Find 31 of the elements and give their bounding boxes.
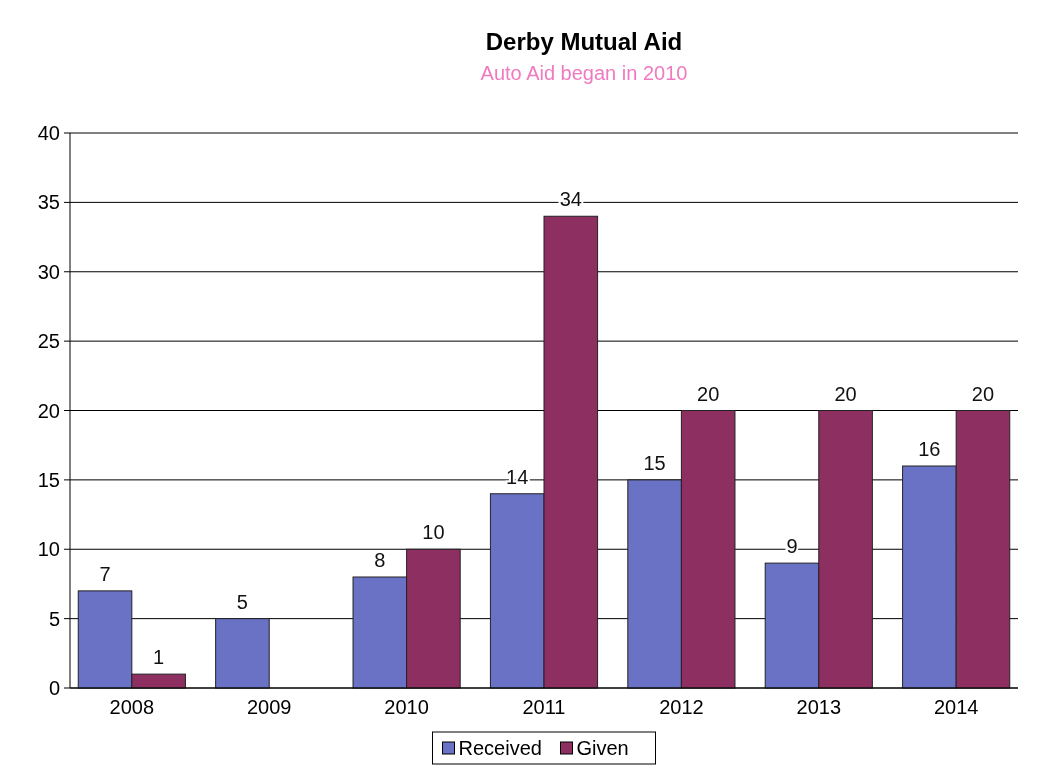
y-tick-label: 0 — [48, 677, 60, 699]
data-label: 20 — [834, 382, 857, 405]
x-tick-label: 2011 — [522, 696, 566, 718]
data-label: 15 — [643, 451, 666, 474]
chart-title: Derby Mutual Aid — [485, 28, 683, 55]
x-tick-label: 2009 — [246, 696, 292, 718]
x-tick-label: 2008 — [109, 696, 155, 718]
x-tick-label: 2014 — [933, 696, 979, 718]
data-label: 10 — [422, 521, 445, 544]
chart-subtitle: Auto Aid began in 2010 — [480, 62, 688, 84]
data-label: 5 — [236, 590, 248, 613]
y-tick-label: 30 — [37, 260, 60, 283]
y-tick-label: 20 — [37, 399, 60, 422]
bar — [215, 618, 270, 689]
data-label: 7 — [99, 562, 111, 585]
y-tick-label: 10 — [37, 538, 60, 561]
y-tick-label: 40 — [37, 122, 60, 144]
y-tick-label: 15 — [37, 468, 60, 491]
y-tick-label: 5 — [48, 607, 60, 630]
legend-label: Received — [458, 737, 542, 759]
data-label: 16 — [918, 438, 941, 460]
data-label: 20 — [697, 382, 720, 405]
x-tick-label: 2013 — [796, 696, 842, 718]
data-label: 1 — [153, 646, 165, 669]
x-tick-label: 2012 — [659, 696, 704, 718]
data-label: 20 — [971, 382, 995, 405]
x-tick-label: 2010 — [384, 696, 429, 718]
y-tick-label: 25 — [37, 330, 60, 353]
y-tick-label: 35 — [37, 191, 60, 214]
legend-label: Given — [576, 737, 629, 759]
data-label: 8 — [374, 549, 386, 571]
